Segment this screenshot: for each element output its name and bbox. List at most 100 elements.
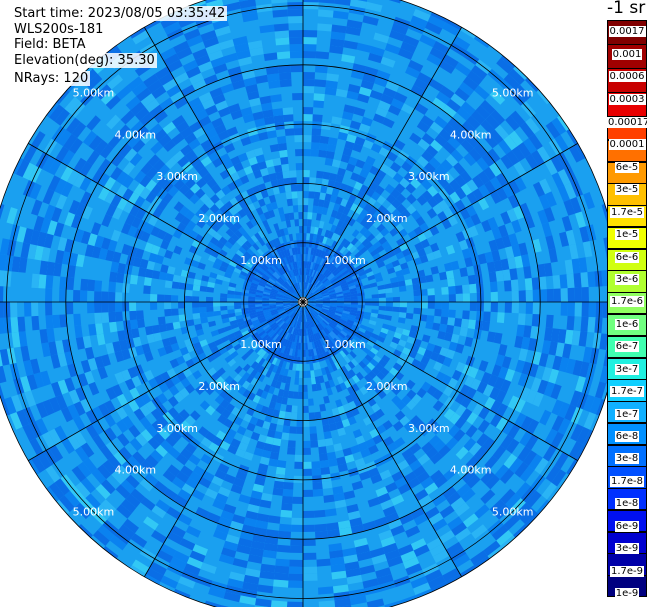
- range-bin-cell: [85, 493, 101, 510]
- range-bin-cell: [264, 261, 271, 269]
- range-bin-cell: [276, 305, 284, 308]
- range-bin-cell: [152, 159, 166, 172]
- range-bin-cell: [413, 289, 421, 297]
- range-bin-cell: [401, 267, 411, 276]
- range-bin-cell: [320, 311, 328, 316]
- range-bin-cell: [308, 283, 313, 291]
- range-bin-cell: [418, 276, 427, 284]
- range-bin-cell: [316, 170, 324, 179]
- range-bin-cell: [97, 172, 111, 187]
- range-bin-cell: [269, 298, 277, 301]
- range-bin-cell: [557, 169, 571, 186]
- range-bin-cell: [393, 332, 402, 340]
- range-bin-cell: [456, 125, 471, 140]
- range-bin-cell: [98, 247, 108, 260]
- range-bin-cell: [186, 556, 203, 569]
- range-bin-cell: [189, 183, 201, 194]
- range-bin-cell: [127, 76, 144, 91]
- range-bin-cell: [336, 305, 344, 309]
- range-bin-cell: [363, 229, 372, 239]
- range-bin-cell: [140, 231, 151, 243]
- range-bin-cell: [290, 303, 298, 307]
- range-bin-cell: [272, 246, 278, 255]
- range-bin-cell: [290, 255, 295, 263]
- range-bin-cell: [391, 336, 401, 345]
- range-bin-cell: [0, 270, 5, 287]
- range-bin-cell: [335, 261, 342, 269]
- range-bin-cell: [342, 289, 350, 294]
- range-bin-cell: [344, 250, 352, 259]
- range-bin-cell: [329, 45, 344, 55]
- range-bin-cell: [289, 326, 294, 334]
- range-bin-cell: [215, 218, 225, 228]
- range-bin-cell: [94, 235, 105, 248]
- range-bin-cell: [315, 304, 323, 307]
- range-ring: [183, 182, 422, 421]
- range-bin-cell: [455, 62, 472, 77]
- range-bin-cell: [243, 517, 257, 527]
- range-bin-cell: [513, 524, 528, 538]
- range-bin-cell: [377, 335, 386, 343]
- range-bin-cell: [289, 277, 294, 285]
- range-bin-cell: [305, 268, 309, 276]
- range-bin-cell: [410, 507, 425, 520]
- range-bin-cell: [407, 477, 421, 490]
- range-bin-cell: [445, 244, 456, 255]
- range-bin-cell: [306, 335, 310, 343]
- range-bin-cell: [92, 530, 110, 546]
- range-bin-cell: [41, 155, 56, 173]
- range-bin-cell: [258, 131, 269, 141]
- range-bin-cell: [291, 285, 296, 292]
- range-bin-cell: [545, 235, 556, 250]
- range-bin-cell: [413, 307, 421, 315]
- range-bin-cell: [307, 275, 310, 283]
- range-bin-cell: [218, 106, 231, 118]
- range-bin-cell: [341, 328, 350, 335]
- range-bin-cell: [562, 343, 572, 359]
- range-bin-cell: [224, 384, 234, 394]
- range-bin-cell: [306, 314, 310, 322]
- range-bin-cell: [180, 269, 189, 278]
- range-bin-cell: [343, 240, 351, 249]
- range-bin-cell: [484, 251, 494, 263]
- range-bin-cell: [100, 499, 117, 515]
- range-bin-cell: [303, 205, 309, 213]
- range-bin-cell: [268, 209, 276, 218]
- range-bin-cell: [377, 574, 394, 585]
- range-bin-cell: [353, 537, 368, 548]
- range-bin-cell: [272, 349, 278, 358]
- range-bin-cell: [55, 340, 65, 355]
- range-bin-cell: [245, 276, 253, 283]
- range-bin-cell: [124, 329, 133, 340]
- range-bin-cell: [130, 319, 139, 330]
- range-bin-cell: [286, 263, 291, 271]
- range-bin-cell: [265, 203, 273, 212]
- range-bin-cell: [379, 469, 392, 481]
- range-bin-cell: [531, 277, 540, 290]
- range-bin-cell: [467, 70, 483, 86]
- range-bin-cell: [227, 290, 235, 295]
- range-bin-cell: [408, 330, 417, 339]
- range-bin-cell: [421, 334, 431, 343]
- range-bin-cell: [208, 320, 217, 328]
- radial-spoke: [302, 27, 462, 303]
- range-bin-cell: [269, 276, 277, 282]
- range-bin-cell: [262, 297, 270, 301]
- range-bin-cell: [188, 97, 202, 109]
- range-bin-cell: [326, 387, 333, 396]
- range-bin-cell: [266, 407, 275, 416]
- range-bin-cell: [265, 123, 276, 132]
- range-bin-cell: [323, 336, 330, 344]
- range-bin-cell: [340, 221, 348, 231]
- range-bin-cell: [443, 183, 456, 196]
- range-bin-cell: [398, 312, 407, 319]
- range-bin-cell: [292, 320, 296, 328]
- range-bin-cell: [238, 246, 247, 255]
- range-bin-cell: [273, 254, 279, 262]
- range-bin-cell: [333, 337, 340, 345]
- range-bin-cell: [258, 316, 266, 322]
- colorbar-tick-label: 1.7e-7: [609, 386, 645, 398]
- range-bin-cell: [344, 140, 355, 150]
- range-bin-cell: [351, 480, 364, 491]
- range-bin-cell: [419, 254, 429, 264]
